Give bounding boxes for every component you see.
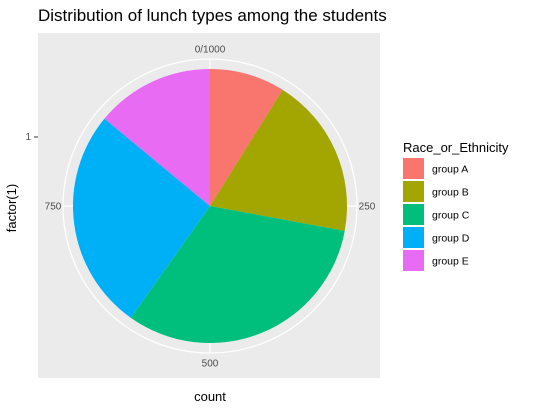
radial-tick-label: 0/1000 — [195, 45, 226, 56]
radial-tick-labels: 0/1000 250 500 750 — [45, 45, 376, 370]
legend-label: group B — [432, 187, 469, 199]
radial-tick-label: 500 — [202, 359, 219, 370]
radial-tick-label: 250 — [359, 202, 376, 213]
legend-label: group C — [432, 210, 470, 222]
legend-key — [403, 250, 424, 271]
x-axis-title: count — [194, 389, 226, 404]
legend-key — [403, 227, 424, 248]
pie-slice-group-C — [130, 206, 345, 344]
pie-slice-group-D — [72, 118, 210, 318]
legend-title: Race_or_Ethnicity — [403, 140, 509, 155]
legend-label: group E — [432, 256, 469, 268]
legend-label: group D — [432, 233, 470, 245]
pie-slice-group-E — [104, 69, 210, 206]
pie-slice-group-A — [210, 69, 283, 206]
pie-slices — [72, 69, 347, 344]
legend: Race_or_Ethnicity group A group B group C g… — [403, 140, 509, 271]
y-axis-title: factor(1) — [4, 184, 19, 232]
radial-tick-label: 750 — [45, 202, 62, 213]
legend-label: group A — [432, 164, 468, 176]
pie-slice-group-B — [210, 89, 347, 231]
y-tick-label: 1 — [25, 132, 31, 143]
legend-key — [403, 181, 424, 202]
chart-title: Distribution of lunch types among the st… — [38, 6, 387, 25]
legend-key — [403, 204, 424, 225]
legend-key — [403, 158, 424, 179]
